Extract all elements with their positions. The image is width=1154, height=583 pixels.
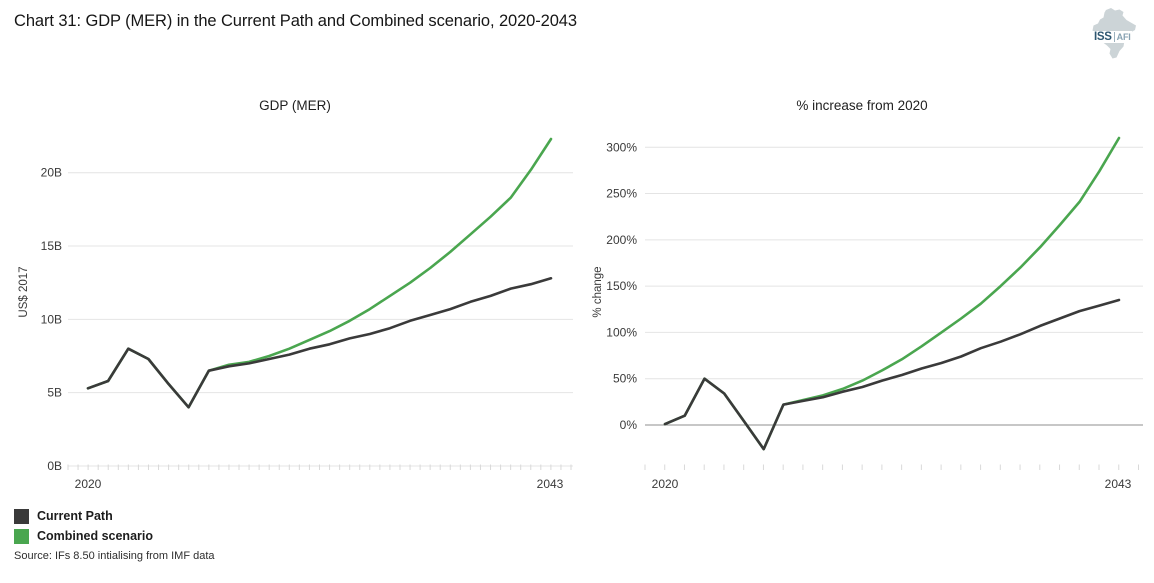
series-line-combined-scenario	[86, 137, 553, 409]
source-note: Source: IFs 8.50 intialising from IMF da…	[14, 550, 215, 562]
iss-afi-logo: ISS AFI	[1084, 7, 1142, 59]
logo-divider	[1113, 32, 1115, 42]
legend-label-combined-scenario: Combined scenario	[37, 529, 153, 543]
x-tick-label: 2043	[537, 477, 564, 491]
x-tick-label: 2020	[652, 477, 679, 491]
series-line-current-path	[663, 298, 1121, 451]
y-tick-label: 0%	[620, 418, 638, 432]
y-tick-label: 150%	[606, 279, 637, 293]
logo-wordmark: ISS AFI	[1093, 31, 1132, 43]
legend-swatch-current-path	[14, 508, 29, 524]
chart-subtitle: % increase from 2020	[796, 98, 927, 113]
y-tick-label: 200%	[606, 233, 637, 247]
y-tick-label: 20B	[41, 166, 62, 180]
logo-afi-text: AFI	[1116, 32, 1131, 42]
y-tick-label: 15B	[41, 239, 62, 253]
legend-item-combined-scenario: Combined scenario	[14, 526, 153, 546]
legend: Current Path Combined scenario	[14, 506, 153, 546]
y-axis-title: % change	[592, 266, 604, 317]
series-line-combined-scenario	[663, 136, 1121, 451]
x-tick-label: 2043	[1105, 477, 1132, 491]
x-tick-label: 2020	[75, 477, 102, 491]
y-axis-title: US$ 2017	[18, 266, 30, 317]
y-tick-label: 300%	[606, 140, 637, 154]
y-tick-label: 100%	[606, 325, 637, 339]
legend-label-current-path: Current Path	[37, 509, 113, 523]
y-tick-label: 250%	[606, 187, 637, 201]
y-tick-label: 50%	[613, 372, 637, 386]
y-tick-label: 0B	[47, 459, 62, 473]
legend-item-current-path: Current Path	[14, 506, 153, 526]
series-line-current-path	[86, 276, 553, 409]
logo-iss-text: ISS	[1094, 31, 1112, 43]
chart-subtitle: GDP (MER)	[259, 98, 331, 113]
legend-swatch-combined-scenario	[14, 528, 29, 544]
y-tick-label: 5B	[47, 386, 62, 400]
y-tick-label: 10B	[41, 312, 62, 326]
figure-title: Chart 31: GDP (MER) in the Current Path …	[14, 12, 577, 30]
